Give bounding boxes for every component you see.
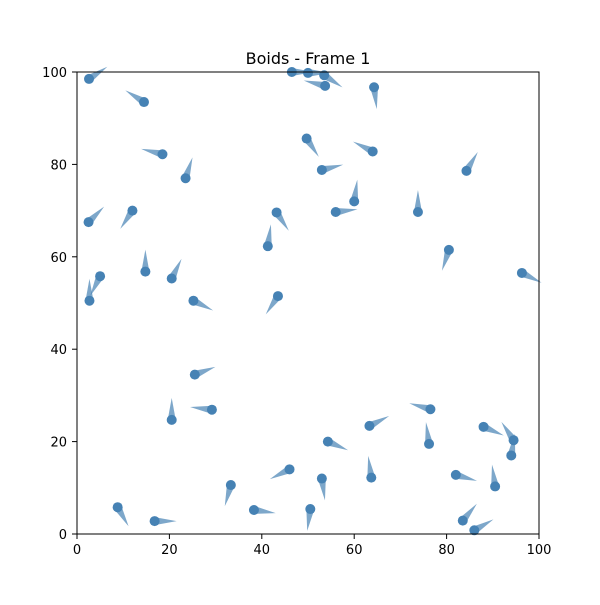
boid-point bbox=[189, 369, 200, 380]
boid-point bbox=[303, 67, 313, 78]
chart-title: Boids - Frame 1 bbox=[246, 49, 371, 68]
boid-point bbox=[140, 266, 151, 277]
boid-velocity-arrow bbox=[370, 86, 379, 110]
boid-point bbox=[149, 516, 160, 527]
boid-velocity-arrow bbox=[154, 517, 177, 526]
boid-point bbox=[262, 241, 273, 252]
boid-point bbox=[225, 480, 236, 491]
boid-point bbox=[461, 165, 472, 176]
boid-velocity-arrow bbox=[306, 508, 315, 531]
plot-marks bbox=[83, 66, 542, 536]
boid-point bbox=[95, 271, 106, 282]
boid-velocity-arrow bbox=[308, 68, 330, 77]
boid-point bbox=[469, 525, 480, 536]
x-axis: 0 20 40 60 80 100 bbox=[73, 534, 552, 558]
boid-point bbox=[166, 414, 177, 425]
boid-point bbox=[349, 196, 360, 207]
boid-point bbox=[316, 473, 327, 484]
boid-point bbox=[424, 438, 435, 449]
boid-point bbox=[369, 82, 380, 93]
x-tick-label: 0 bbox=[73, 543, 81, 558]
boid-velocity-arrow bbox=[491, 464, 500, 487]
boid-velocity-arrow bbox=[507, 433, 516, 457]
boid-point bbox=[450, 469, 461, 480]
boid-velocity-arrow bbox=[263, 224, 272, 247]
boid-velocity-arrow bbox=[350, 179, 359, 202]
y-tick-label: 20 bbox=[50, 436, 67, 451]
boid-velocity-arrow bbox=[85, 278, 94, 301]
x-tick-label: 60 bbox=[346, 543, 363, 558]
boid-point bbox=[206, 404, 217, 415]
boid-velocity-arrow bbox=[335, 208, 358, 216]
boid-point bbox=[506, 450, 517, 461]
boid-point bbox=[366, 472, 377, 483]
boid-point bbox=[412, 206, 423, 217]
boid-point bbox=[84, 73, 95, 84]
boid-velocity-arrow bbox=[317, 477, 326, 501]
boid-point bbox=[330, 206, 341, 217]
boid-point bbox=[516, 267, 527, 278]
boid-point bbox=[180, 173, 191, 184]
x-tick-label: 20 bbox=[161, 543, 178, 558]
boid-point bbox=[457, 515, 468, 526]
boid-point bbox=[301, 133, 312, 144]
boid-velocity-arrow bbox=[190, 405, 213, 414]
boid-point bbox=[248, 504, 259, 515]
boid-point bbox=[188, 295, 199, 306]
boid-point bbox=[320, 80, 331, 91]
boid-point bbox=[319, 70, 330, 81]
boid-velocity-arrow bbox=[253, 506, 276, 514]
y-axis: 0 20 40 60 80 100 bbox=[42, 66, 77, 543]
boid-point bbox=[305, 504, 316, 515]
y-tick-label: 0 bbox=[59, 528, 67, 543]
boid-point bbox=[83, 217, 94, 228]
boid-point bbox=[112, 502, 123, 513]
boid-point bbox=[127, 205, 138, 216]
boid-point bbox=[166, 273, 177, 284]
boid-point bbox=[443, 244, 454, 255]
boid-velocity-arrow bbox=[367, 455, 376, 479]
boid-point bbox=[367, 146, 378, 157]
boid-velocity-arrow bbox=[425, 422, 434, 445]
boid-velocity-arrow bbox=[413, 189, 422, 212]
boid-point bbox=[272, 291, 283, 302]
boid-point bbox=[84, 295, 95, 306]
boid-point bbox=[138, 97, 149, 108]
x-tick-label: 40 bbox=[254, 543, 271, 558]
x-tick-label: 80 bbox=[438, 543, 455, 558]
boid-point bbox=[284, 464, 295, 475]
boid-velocity-arrow bbox=[141, 249, 150, 272]
boid-velocity-arrow bbox=[167, 397, 176, 420]
boid-point bbox=[490, 481, 501, 492]
boid-point bbox=[364, 420, 375, 431]
boid-point bbox=[316, 164, 327, 175]
x-tick-label: 100 bbox=[527, 543, 552, 558]
y-tick-label: 60 bbox=[50, 251, 67, 266]
y-tick-label: 100 bbox=[42, 66, 67, 81]
boid-point bbox=[271, 207, 282, 218]
boid-point bbox=[478, 421, 489, 432]
axes-frame bbox=[76, 71, 540, 535]
boid-point bbox=[425, 404, 436, 415]
y-tick-label: 40 bbox=[50, 343, 67, 358]
y-tick-label: 80 bbox=[50, 158, 67, 173]
boid-point bbox=[157, 149, 168, 160]
boid-point bbox=[322, 436, 333, 447]
